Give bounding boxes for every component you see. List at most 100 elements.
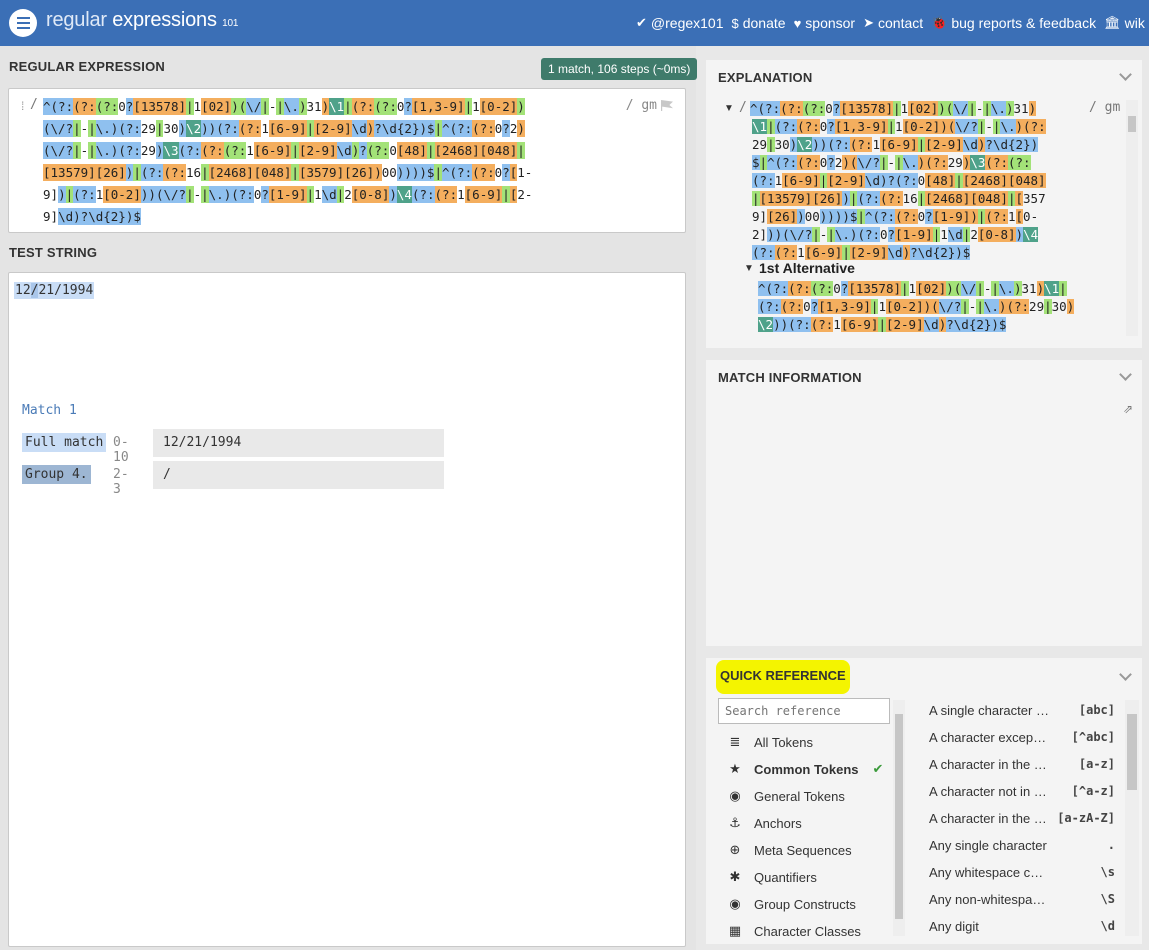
check-icon: ✔ <box>872 761 884 776</box>
logo[interactable]: regular expressions 101 <box>46 9 239 31</box>
database-icon: ≣ <box>729 734 741 749</box>
reference-item[interactable]: A character in the range: a-z [a-z] <box>929 757 1115 775</box>
explanation-line: ^(?:(?:(?:0?[13578]|1[02])(\/|-|\.)31) <box>750 101 1037 116</box>
categories-scrollbar[interactable] <box>893 700 905 936</box>
export-icon[interactable]: ⇗ <box>1123 402 1134 416</box>
regex-section-title: REGULAR EXPRESSION <box>9 59 166 74</box>
reference-item[interactable]: A character in the range: a-z or A-Z [a-z… <box>929 811 1115 829</box>
reference-item[interactable]: A character except: a, b or c [^abc] <box>929 730 1115 748</box>
nav-link[interactable]: 🐞 bug reports & feedback <box>931 15 1096 31</box>
reference-scrollbar[interactable] <box>1125 700 1139 936</box>
nav-link[interactable]: $ donate <box>732 15 786 31</box>
drag-handle-icon[interactable]: ⁞ <box>21 99 25 113</box>
reference-token: \d <box>1100 919 1115 933</box>
alternative-line: ^(?:(?:(?:0?[13578]|1[02])(\/|-|\.)31)\1… <box>758 281 1067 296</box>
group-icon: ◉ <box>729 896 741 911</box>
collapse-chevron-icon[interactable] <box>1119 68 1132 81</box>
explanation-line: 9][26])00))))$|^(?:(?:0?[1-9])|(?:1[0- <box>752 209 1039 224</box>
category-item[interactable]: ⊕ Meta Sequences <box>726 842 852 858</box>
match-label: Match 1 <box>22 403 77 418</box>
explanation-tree: ▼ / / gm ^(?:(?:(?:0?[13578]|1[02])(\/|-… <box>722 100 1122 336</box>
category-item[interactable]: ≣ All Tokens <box>726 734 813 750</box>
reference-description: A single character of: a, b or c <box>929 703 1049 718</box>
target-icon: ◉ <box>729 788 741 803</box>
reference-token: [abc] <box>1078 703 1115 717</box>
regex-editor[interactable]: ⁞ / ^(?:(?:(?:0?[13578]|1[02])(\/|-|\.)3… <box>8 88 686 233</box>
dollar-icon: $ <box>731 15 739 31</box>
reference-description: A character except: a, b or c <box>929 730 1049 745</box>
explanation-scrollbar[interactable] <box>1126 100 1138 336</box>
reference-item[interactable]: Any single character. <box>929 838 1115 856</box>
category-item[interactable]: ◉ General Tokens <box>726 788 845 804</box>
regex-flags[interactable]: / gm <box>626 98 673 113</box>
category-item[interactable]: ★ Common Tokens ✔ <box>726 761 883 777</box>
regex-line: 9]\d)?\d{2})$ <box>43 208 141 225</box>
category-label: Group Constructs <box>754 896 856 912</box>
test-string-editor[interactable]: 12/21/1994 <box>8 272 686 947</box>
nav-link[interactable]: ➤ contact <box>863 15 923 31</box>
test-string-text: 12/21/1994 <box>14 282 95 299</box>
alternative-line: \2))(?:(?:1[6-9]|[2-9]\d)?\d{2})$ <box>758 317 1007 332</box>
category-label: Anchors <box>754 815 802 831</box>
category-label: General Tokens <box>754 788 845 804</box>
reference-item[interactable]: Any non-whitespace character \S <box>929 892 1115 910</box>
paper-plane-icon: ➤ <box>863 15 874 30</box>
top-bar: regular expressions 101 ✔ @regex101 $ donat… <box>0 0 1149 46</box>
match-row-value: 12/21/1994 <box>153 429 444 457</box>
asterisk-icon: ✱ <box>729 869 741 884</box>
match-row-label: Group 4. <box>22 465 91 484</box>
category-label: Meta Sequences <box>754 842 852 858</box>
reference-description: A character in the range: a-z <box>929 757 1049 772</box>
regex-input[interactable]: ^(?:(?:(?:0?[13578]|1[02])(\/|-|\.)31)\1… <box>43 96 532 228</box>
reference-token: [^abc] <box>1071 730 1115 744</box>
match-row-value: / <box>153 461 444 489</box>
reference-token: \S <box>1100 892 1115 906</box>
nav-link[interactable]: 🏛 wik <box>1104 15 1145 31</box>
category-label: Character Classes <box>754 923 861 939</box>
expand-triangle-icon[interactable]: ▼ <box>724 103 734 114</box>
quick-reference-title[interactable]: QUICK REFERENCE <box>716 660 850 694</box>
nav-link-label: sponsor <box>805 15 856 31</box>
scrollbar-thumb[interactable] <box>1128 116 1136 132</box>
category-item[interactable]: ◉ Group Constructs <box>726 896 856 912</box>
category-item[interactable]: ▦ Character Classes <box>726 923 861 939</box>
top-nav: ✔ @regex101 $ donate ♥ sponsor ➤ contact 🐞 bug re… <box>636 15 1145 31</box>
nav-link-label: contact <box>878 15 924 31</box>
scrollbar-thumb[interactable] <box>895 714 903 919</box>
nav-link-label: wik <box>1124 15 1145 31</box>
test-section-title: TEST STRING <box>9 245 98 260</box>
reference-item[interactable]: A single character of: a, b or c [abc] <box>929 703 1115 721</box>
explanation-title: EXPLANATION <box>718 70 813 85</box>
category-label: Quantifiers <box>754 869 817 885</box>
reference-description: Any digit <box>929 919 979 934</box>
reference-item[interactable]: A character not in the range: a-z [^a-z] <box>929 784 1115 802</box>
expand-triangle-icon[interactable]: ▼ <box>744 263 754 274</box>
category-item[interactable]: ✱ Quantifiers <box>726 869 817 885</box>
explanation-panel: EXPLANATION ▼ / / gm ^(?:(?:(?:0?[13578]… <box>706 60 1142 348</box>
scrollbar-thumb[interactable] <box>1127 714 1137 790</box>
nav-link-label: @regex101 <box>650 15 724 31</box>
flag-icon[interactable] <box>661 100 673 111</box>
regex-delimiter: / <box>30 97 38 112</box>
bug-icon: 🐞 <box>931 15 948 30</box>
nav-link[interactable]: ♥ sponsor <box>794 15 856 31</box>
lifebuoy-icon: ⊕ <box>729 842 741 857</box>
status-badge: 1 match, 106 steps (~0ms) <box>541 58 698 80</box>
explanation-delimiter: / <box>739 100 747 115</box>
collapse-chevron-icon[interactable] <box>1119 368 1132 381</box>
reference-item[interactable]: Any whitespace character \s <box>929 865 1115 883</box>
menu-icon[interactable] <box>9 9 37 37</box>
collapse-chevron-icon[interactable] <box>1119 668 1132 681</box>
category-label: Common Tokens <box>754 761 859 777</box>
explanation-line: \1|(?:(?:0?[1,3-9]|1[0-2])(\/?|-|\.)(?: <box>752 119 1046 134</box>
regex-line: [13579][26])|(?:(?:16|[2468][048]|[3579]… <box>43 164 533 181</box>
reference-item[interactable]: Any digit \d <box>929 919 1115 937</box>
category-item[interactable]: ⚓ Anchors <box>726 815 802 831</box>
explanation-line: (?:(?:1[6-9]|[2-9]\d)?\d{2})$ <box>752 245 971 260</box>
explanation-line: (?:1[6-9]|[2-9]\d)?(?:0[48]|[2468][048] <box>752 173 1046 188</box>
search-reference-input[interactable] <box>718 698 890 724</box>
nav-link[interactable]: ✔ @regex101 <box>636 15 724 31</box>
reference-token: [^a-z] <box>1071 784 1115 798</box>
reference-token: . <box>1107 838 1115 852</box>
